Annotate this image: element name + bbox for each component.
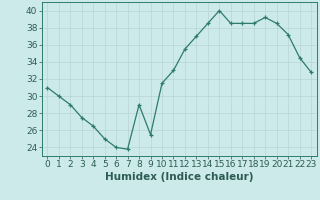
X-axis label: Humidex (Indice chaleur): Humidex (Indice chaleur) xyxy=(105,172,253,182)
